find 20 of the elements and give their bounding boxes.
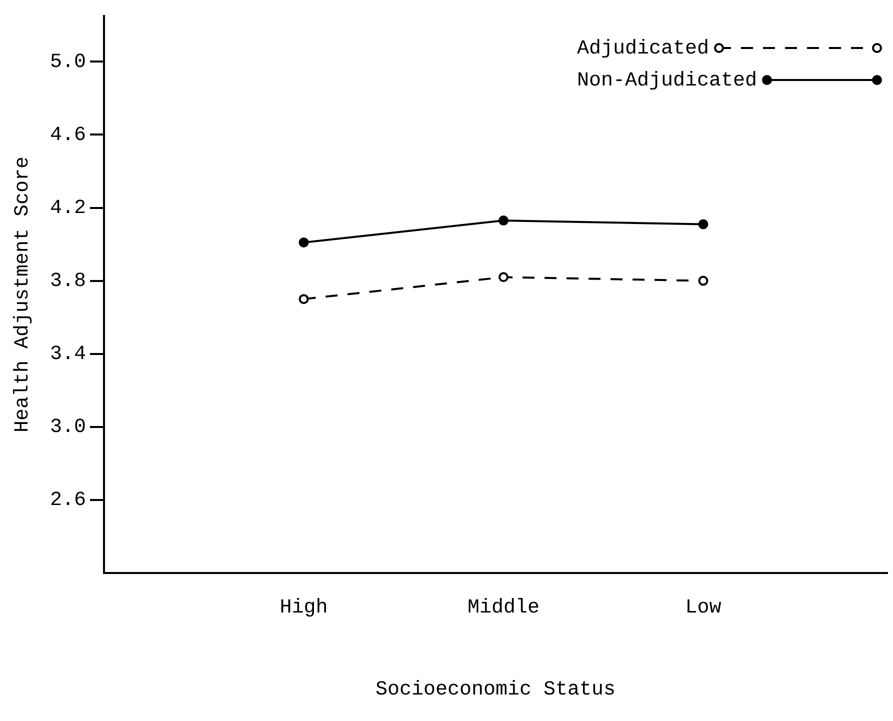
y-tick-label: 4.2 [50, 197, 86, 220]
x-axis-title: Socioeconomic Status [375, 678, 616, 702]
x-tick-label: High [280, 596, 328, 620]
x-tick-label: Low [685, 596, 722, 620]
point [498, 272, 508, 282]
point [298, 237, 309, 248]
legend-label: Non-Adjudicated [576, 69, 757, 92]
point [298, 294, 309, 304]
y-tick-label: 3.4 [50, 343, 86, 366]
point [498, 216, 508, 226]
y-tick-label: 5.0 [50, 50, 86, 74]
y-tick-label: 3.8 [50, 270, 86, 294]
point [698, 219, 708, 230]
legend-label: Adjudicated [576, 37, 709, 60]
y-axis-title: Health Adjustment Score [11, 156, 34, 433]
point [698, 276, 708, 286]
y-tick-label: 2.6 [50, 489, 86, 512]
y-tick-label: 3.0 [50, 416, 86, 440]
x-tick-label: Middle [467, 596, 540, 620]
y-tick-label: 4.6 [50, 124, 86, 147]
